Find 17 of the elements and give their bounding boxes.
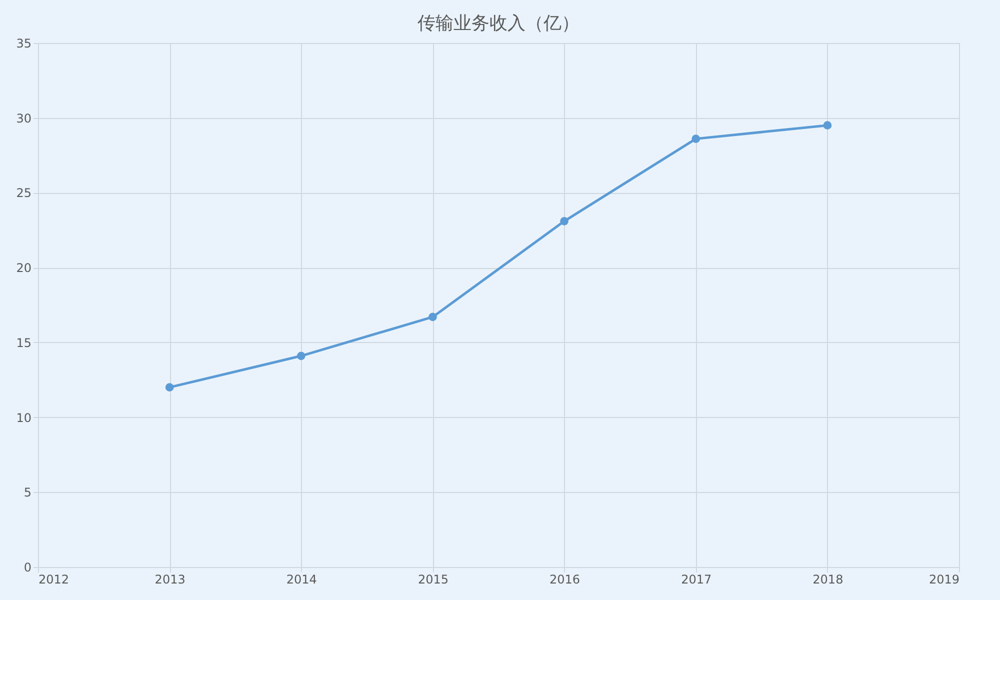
y-tick-label: 5 (24, 486, 32, 500)
y-tick-label: 0 (24, 560, 32, 574)
x-tick-label: 2014 (286, 572, 317, 586)
x-tick-label: 2019 (928, 572, 960, 586)
x-tick-label: 2017 (681, 572, 712, 586)
x-tick-label: 2016 (550, 572, 580, 586)
y-tick-label: 25 (16, 186, 32, 200)
y-tick-label: 35 (16, 36, 32, 50)
x-tick-label: 2012 (38, 572, 70, 586)
x-tick-label: 2018 (812, 572, 844, 586)
x-tick-label: 2013 (154, 572, 186, 586)
x-tick-label: 2015 (418, 572, 448, 586)
chart-title: 传输业务收入（亿） (418, 13, 580, 34)
y-tick-label: 30 (16, 111, 32, 126)
y-tick-label: 10 (16, 410, 32, 425)
y-tick-label: 15 (16, 336, 32, 350)
y-tick-label: 20 (16, 261, 32, 276)
